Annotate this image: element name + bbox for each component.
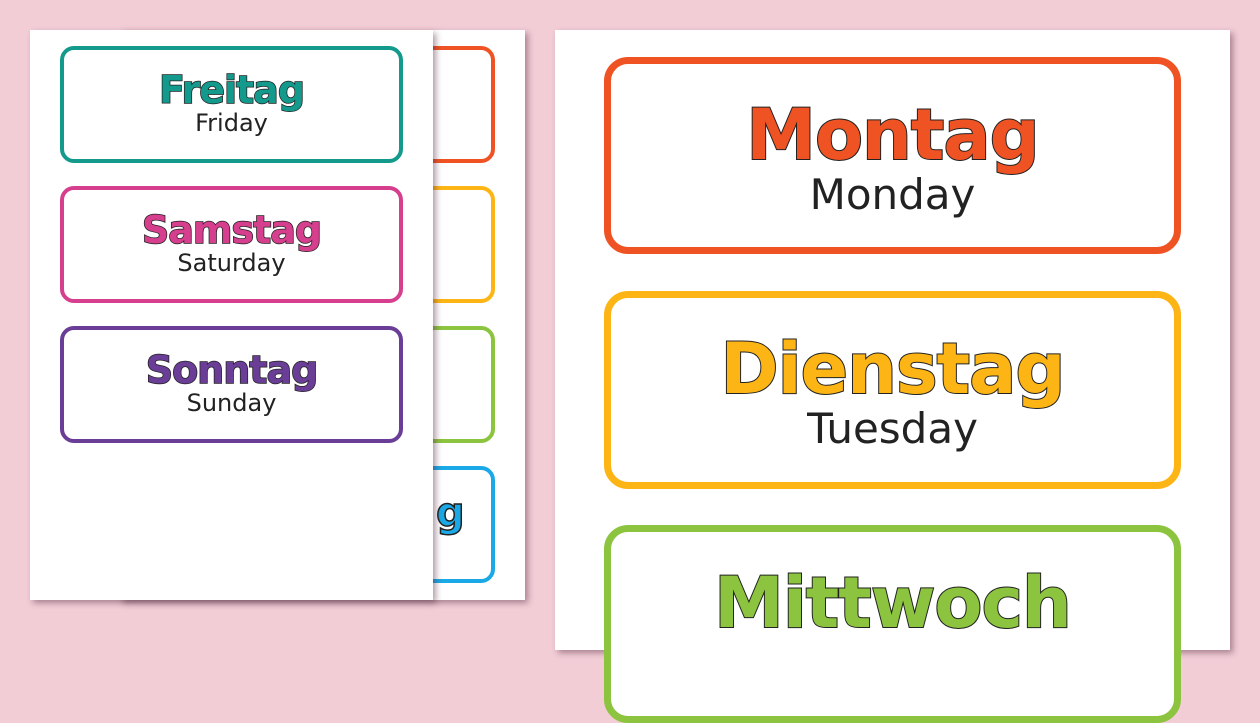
german-day: Freitag — [158, 68, 306, 112]
partial-word: g — [435, 489, 465, 537]
german-day: Mittwoch — [713, 562, 1073, 644]
english-day: Friday — [195, 109, 268, 137]
german-day: Samstag — [141, 208, 323, 252]
german-day: Dienstag — [720, 328, 1067, 410]
day-card-sunday: Sonntag Sunday — [60, 326, 403, 443]
day-card-saturday: Samstag Saturday — [60, 186, 403, 303]
right-sheet: Montag Monday Dienstag Tuesday Mittwoch — [555, 30, 1230, 723]
day-card-tuesday: Dienstag Tuesday — [604, 291, 1181, 489]
english-day: Saturday — [177, 249, 286, 277]
german-day: Montag — [745, 94, 1040, 176]
english-day: Tuesday — [807, 404, 978, 453]
left-sheet: Freitag Friday Samstag Saturday Sonntag … — [30, 30, 433, 600]
day-card-monday: Montag Monday — [604, 57, 1181, 254]
day-card-friday: Freitag Friday — [60, 46, 403, 163]
german-day: Sonntag — [145, 348, 319, 392]
english-day: Sunday — [186, 389, 277, 417]
english-day: Monday — [809, 170, 976, 219]
day-card-wednesday: Mittwoch — [604, 525, 1181, 723]
